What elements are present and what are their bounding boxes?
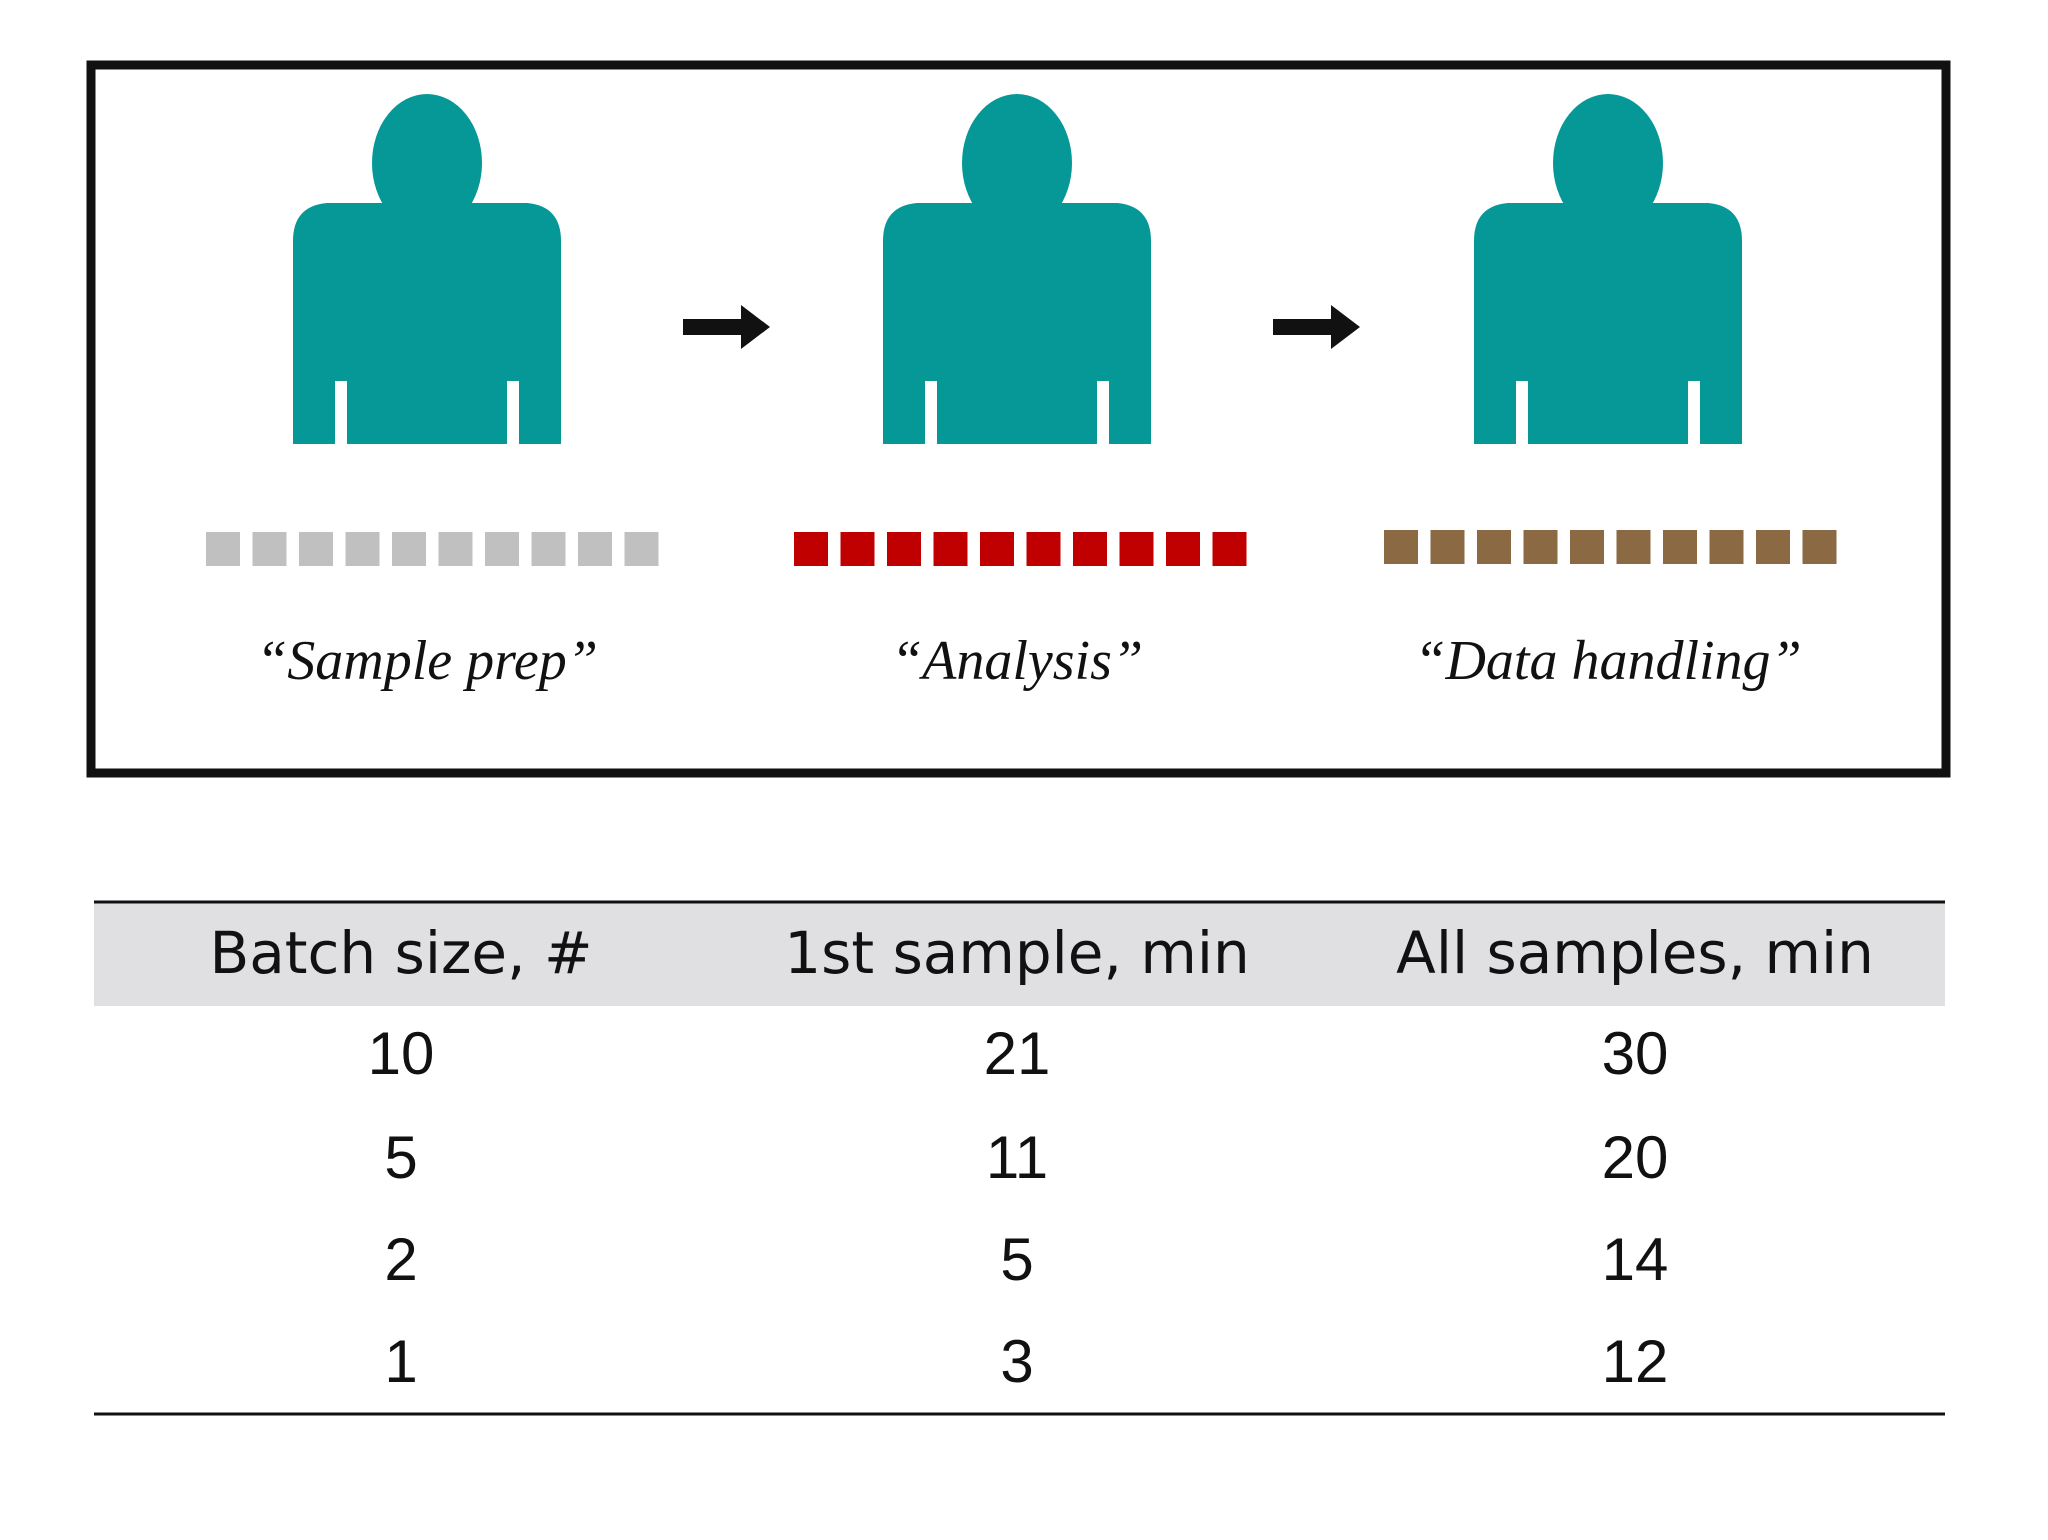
sample-square bbox=[1802, 530, 1837, 564]
sample-square bbox=[1430, 530, 1465, 564]
sample-square bbox=[1477, 530, 1511, 564]
table-cell: 12 bbox=[1602, 1328, 1669, 1395]
sample-square bbox=[1523, 530, 1558, 564]
sample-square bbox=[933, 532, 968, 566]
sample-square bbox=[299, 532, 333, 566]
table-cell: 5 bbox=[384, 1124, 417, 1191]
sample-square bbox=[1212, 532, 1247, 566]
sample-square bbox=[887, 532, 921, 566]
sample-square bbox=[485, 532, 519, 566]
table-cell: 21 bbox=[984, 1020, 1051, 1087]
stage-label: “Data handling” bbox=[1414, 630, 1801, 692]
table-cell: 30 bbox=[1602, 1020, 1669, 1087]
column-header: All samples, min bbox=[1396, 919, 1874, 987]
sample-square bbox=[1073, 532, 1107, 566]
table-cell: 11 bbox=[986, 1124, 1048, 1191]
stage-label: “Sample prep” bbox=[256, 630, 598, 692]
table-cell: 3 bbox=[1000, 1328, 1033, 1395]
sample-square bbox=[1570, 530, 1604, 564]
sample-square bbox=[1384, 530, 1418, 564]
sample-square bbox=[1616, 530, 1651, 564]
table-cell: 5 bbox=[1000, 1226, 1033, 1293]
sample-square bbox=[624, 532, 659, 566]
stage-label: “Analysis” bbox=[891, 630, 1143, 692]
sample-square bbox=[345, 532, 380, 566]
sample-square bbox=[578, 532, 612, 566]
table-cell: 20 bbox=[1602, 1124, 1669, 1191]
sample-square bbox=[1026, 532, 1061, 566]
sample-square bbox=[980, 532, 1014, 566]
sample-square bbox=[1166, 532, 1200, 566]
sample-square bbox=[392, 532, 426, 566]
table-cell: 10 bbox=[368, 1020, 435, 1087]
sample-square bbox=[252, 532, 287, 566]
column-header: 1st sample, min bbox=[784, 919, 1249, 987]
table-cell: 2 bbox=[384, 1226, 417, 1293]
sample-square bbox=[1119, 532, 1154, 566]
table-cell: 1 bbox=[384, 1328, 417, 1395]
sample-square bbox=[840, 532, 875, 566]
sample-square bbox=[794, 532, 828, 566]
sample-square bbox=[1663, 530, 1697, 564]
column-header: Batch size, # bbox=[209, 919, 592, 987]
sample-square bbox=[438, 532, 473, 566]
table-cell: 14 bbox=[1602, 1226, 1669, 1293]
sample-square bbox=[206, 532, 240, 566]
sample-square bbox=[531, 532, 566, 566]
sample-square bbox=[1709, 530, 1744, 564]
sample-square bbox=[1756, 530, 1790, 564]
table-header-band bbox=[94, 901, 1945, 1006]
sample-squares bbox=[206, 530, 1837, 566]
table: Batch size, # 1st sample, min All samples,… bbox=[209, 919, 1873, 1395]
